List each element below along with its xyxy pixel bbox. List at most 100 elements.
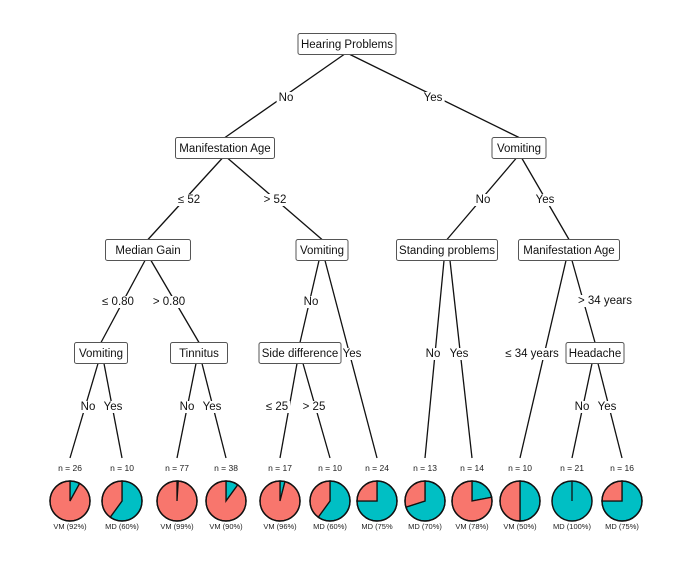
tree-node: Manifestation Age xyxy=(518,239,620,261)
leaf-class-label: MD (70%) xyxy=(408,522,442,531)
leaf-pie xyxy=(156,480,198,522)
edge-label-background xyxy=(572,401,592,413)
leaf-class-label: MD (75%) xyxy=(605,522,639,531)
edge-label-background xyxy=(261,194,289,206)
leaf-pie xyxy=(49,480,91,522)
node-box xyxy=(297,33,397,55)
leaf-class-label: MD (60%) xyxy=(313,522,347,531)
tree-node: Standing problems xyxy=(396,239,498,261)
node-label: Headache xyxy=(569,348,621,360)
leaf-count: n = 26 xyxy=(58,463,82,473)
tree-node: Vomiting xyxy=(295,239,349,261)
leaf-count: n = 38 xyxy=(214,463,238,473)
edge-label: No xyxy=(575,401,590,413)
edge-label: > 0.80 xyxy=(153,296,185,308)
edge-label-background xyxy=(263,401,291,413)
edge-label: Yes xyxy=(536,194,555,206)
leaf-pie xyxy=(101,480,143,522)
node-label: Vomiting xyxy=(300,245,344,257)
edge-label-background xyxy=(150,296,188,308)
node-label: Side difference xyxy=(262,348,339,360)
leaf-pie xyxy=(356,480,398,522)
edge-label: ≤ 52 xyxy=(178,194,200,206)
leaf-node: n = 77 VM (99%) xyxy=(156,463,198,531)
edge-label-background xyxy=(101,401,125,413)
leaf-count: n = 14 xyxy=(460,463,484,473)
edge-label: No xyxy=(304,296,319,308)
leaf-node: n = 14 VM (78%) xyxy=(451,463,493,531)
pie-outline xyxy=(551,480,593,522)
node-label: Vomiting xyxy=(497,143,541,155)
leaf-count: n = 77 xyxy=(165,463,189,473)
leaf-class-label: MD (75% xyxy=(361,522,393,531)
edge-label-background xyxy=(276,92,296,104)
edge-label: No xyxy=(279,92,294,104)
leaf-count: n = 10 xyxy=(318,463,342,473)
node-box xyxy=(105,239,191,261)
edge-label: No xyxy=(476,194,491,206)
leaf-pie xyxy=(601,480,643,522)
node-label: Vomiting xyxy=(79,348,123,360)
leaf-node: n = 24 MD (75% xyxy=(356,463,398,531)
node-box xyxy=(175,137,275,159)
node-box xyxy=(565,342,625,364)
leaf-node: n = 16 MD (75%) xyxy=(601,463,643,531)
node-label: Manifestation Age xyxy=(179,143,270,155)
leaf-class-label: VM (50%) xyxy=(503,522,537,531)
leaf-class-label: VM (99%) xyxy=(160,522,194,531)
pie-outline xyxy=(356,480,398,522)
leaf-count: n = 17 xyxy=(268,463,292,473)
leaf-node: n = 10 MD (60%) xyxy=(309,463,351,531)
edge-label-background xyxy=(177,401,197,413)
edge-label-background xyxy=(78,401,98,413)
node-box xyxy=(74,342,128,364)
pie-outline xyxy=(205,480,247,522)
leaf-node: n = 38 VM (90%) xyxy=(205,463,247,531)
edge-label-background xyxy=(175,194,203,206)
edge-label: Yes xyxy=(424,92,443,104)
leaf-class-label: VM (96%) xyxy=(263,522,297,531)
node-label: Hearing Problems xyxy=(301,39,393,51)
nodes: Hearing Problems Manifestation Age Vomitin… xyxy=(74,33,625,364)
pie-outline xyxy=(309,480,351,522)
leaf-class-label: VM (92%) xyxy=(53,522,87,531)
leaf-node: n = 10 VM (50%) xyxy=(499,463,541,531)
tree-node: Side difference xyxy=(258,342,342,364)
edge-label: ≤ 34 years xyxy=(505,348,559,360)
edge-label: No xyxy=(180,401,195,413)
leaf-count: n = 24 xyxy=(365,463,389,473)
tree-node: Median Gain xyxy=(105,239,191,261)
node-box xyxy=(258,342,342,364)
pie-outline xyxy=(451,480,493,522)
edge-label-background xyxy=(423,348,443,360)
edge-label: Yes xyxy=(598,401,617,413)
node-box xyxy=(396,239,498,261)
tree-node: Vomiting xyxy=(491,137,547,159)
leaf-class-label: MD (60%) xyxy=(105,522,139,531)
edge-label: Yes xyxy=(104,401,123,413)
node-label: Median Gain xyxy=(115,245,180,257)
leaf-class-label: VM (78%) xyxy=(455,522,489,531)
pie-outline xyxy=(156,480,198,522)
pie-slice-md xyxy=(519,480,541,522)
edge-label-background xyxy=(473,194,493,206)
edge-label: Yes xyxy=(450,348,469,360)
leaf-count: n = 16 xyxy=(610,463,634,473)
pie-outline xyxy=(49,480,91,522)
leaf-node: n = 26 VM (92%) xyxy=(49,463,91,531)
edge-label-background xyxy=(595,401,619,413)
edge-labels: No Yes ≤ 52 > 52 No Yes ≤ 0.80 > 0.80 No Yes No Yes… xyxy=(78,92,635,413)
leaf-pie xyxy=(205,480,247,522)
edge-label: No xyxy=(81,401,96,413)
edge-label-background xyxy=(575,295,635,307)
pie-outline xyxy=(259,480,301,522)
leaves: n = 26 VM (92%) n = 10 MD (60%) n = 77 VM (99… xyxy=(49,463,643,531)
edge-label-background xyxy=(340,348,364,360)
pie-outline xyxy=(601,480,643,522)
leaf-count: n = 13 xyxy=(413,463,437,473)
edge-label: Yes xyxy=(203,401,222,413)
edge-label: ≤ 0.80 xyxy=(102,296,134,308)
edge-label: No xyxy=(426,348,441,360)
leaf-pie xyxy=(259,480,301,522)
